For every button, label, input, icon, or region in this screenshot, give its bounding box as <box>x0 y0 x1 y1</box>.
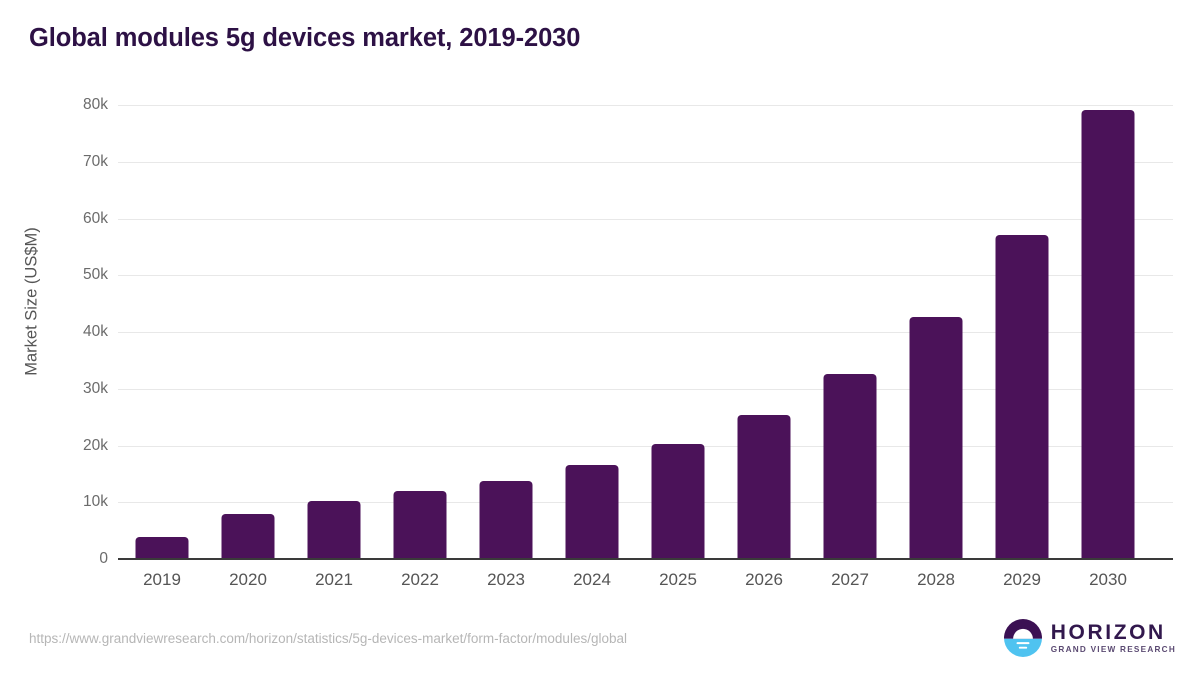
gridline <box>118 388 1173 390</box>
gridline <box>118 161 1173 163</box>
x-axis-tick-2022: 2022 <box>401 570 439 589</box>
bar-slot <box>377 105 463 559</box>
x-axis-tick-labels: 2019 2020 2021 2022 2023 2024 2025 2026 2027 2028… <box>118 570 1173 598</box>
gridline <box>118 502 1173 504</box>
bar-2028[interactable] <box>909 317 963 559</box>
bar-2025[interactable] <box>651 443 705 559</box>
gridline <box>118 218 1173 220</box>
y-axis-tick: 40k <box>83 323 108 340</box>
logo-primary-text: HORIZON <box>1050 620 1166 644</box>
bar-slot <box>291 105 377 559</box>
bar-2020[interactable] <box>221 514 275 559</box>
page-title: Global modules 5g devices market, 2019-2… <box>29 24 581 52</box>
x-axis-tick-2023: 2023 <box>487 570 525 589</box>
bar-slot <box>721 105 807 559</box>
bar-2019[interactable] <box>135 536 189 559</box>
bar-2026[interactable] <box>737 414 791 559</box>
y-axis-tick: 70k <box>83 152 108 170</box>
bar-slot <box>463 105 549 559</box>
y-axis-tick: 10k <box>83 493 108 511</box>
horizon-logo[interactable]: HORIZON GRAND VIEW RESEARCH <box>1003 618 1176 658</box>
bar-slot <box>549 105 635 559</box>
bar-slot <box>1065 105 1151 559</box>
x-axis-line <box>118 558 1173 560</box>
bar-slot <box>119 105 205 559</box>
horizon-logo-text: HORIZON GRAND VIEW RESEARCH <box>1051 622 1176 654</box>
y-axis-tick: 50k <box>83 266 108 284</box>
bar-slot <box>979 105 1065 559</box>
y-axis-tick: 0 <box>99 550 108 567</box>
gridline <box>118 445 1173 447</box>
gridline <box>118 275 1173 277</box>
bar-2029[interactable] <box>995 234 1049 559</box>
x-axis-tick-2021: 2021 <box>315 570 353 589</box>
gridline <box>118 332 1173 333</box>
x-axis-tick-2027: 2027 <box>831 570 869 589</box>
horizon-logo-icon <box>1003 619 1042 657</box>
bar-slot <box>205 105 291 559</box>
bar-2030[interactable] <box>1081 110 1135 559</box>
bar-slot <box>635 105 721 559</box>
y-axis-tick: 60k <box>83 209 108 227</box>
x-axis-tick-2020: 2020 <box>229 570 267 589</box>
bar-slot <box>893 105 979 559</box>
x-axis-tick-2026: 2026 <box>745 570 783 589</box>
x-axis-tick-2028: 2028 <box>917 570 955 589</box>
bar-2023[interactable] <box>479 481 533 559</box>
gridline <box>118 105 1173 106</box>
x-axis-tick-2030: 2030 <box>1089 570 1127 589</box>
source-url[interactable]: https://www.grandviewresearch.com/horizo… <box>29 631 627 646</box>
x-axis-tick-2019: 2019 <box>143 570 181 589</box>
plot-area <box>118 105 1173 559</box>
bar-slot <box>807 105 893 559</box>
y-axis-tick-labels: 0 10k 20k 30k 40k 50k 60k 70k 80k <box>0 96 108 567</box>
y-axis-tick: 20k <box>83 436 108 454</box>
bar-2022[interactable] <box>393 491 447 559</box>
y-axis-tick: 30k <box>83 379 108 397</box>
bar-2027[interactable] <box>823 374 877 559</box>
x-axis-tick-2029: 2029 <box>1003 570 1041 589</box>
bar-2024[interactable] <box>565 464 619 559</box>
logo-secondary-text: GRAND VIEW RESEARCH <box>1050 644 1176 654</box>
y-axis-tick: 80k <box>83 96 108 113</box>
bar-2021[interactable] <box>307 501 361 559</box>
x-axis-tick-2025: 2025 <box>659 570 697 589</box>
x-axis-tick-2024: 2024 <box>573 570 611 589</box>
